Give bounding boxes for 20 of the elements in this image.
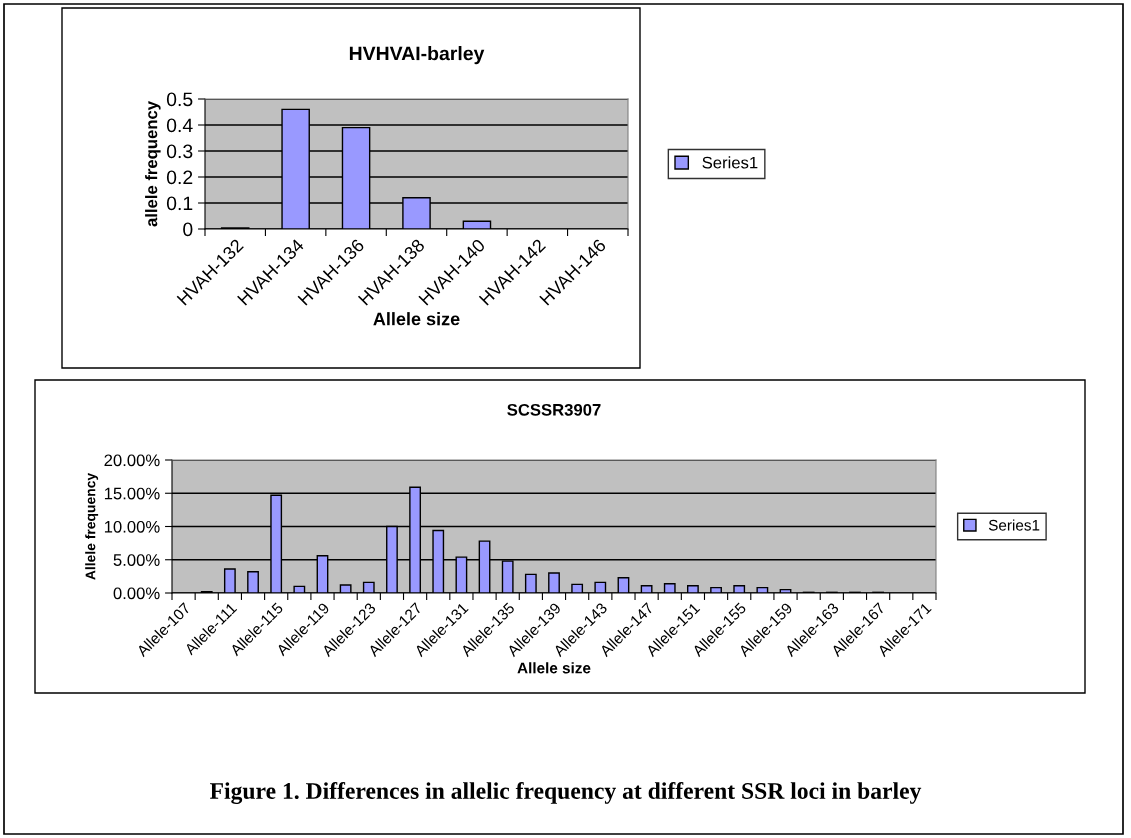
y-tick-label: 0.3 [166,144,193,159]
chart-title: SCSSR3907 [507,403,601,416]
x-axis-title: Allele size [517,662,591,674]
y-tick-label: 0.2 [166,170,193,185]
y-tick-label: 0.4 [166,118,193,133]
legend-label: Series1 [988,519,1040,531]
y-tick-label: 0.5 [166,92,193,107]
y-tick-label: 0.1 [166,196,193,211]
y-axis-title: Allele frequency [85,472,99,580]
x-axis-title: Allele size [373,312,460,326]
y-tick-label: 15.00% [104,487,160,500]
legend-label: Series1 [702,156,758,169]
y-axis-title: allele frequency [145,101,161,227]
y-tick-label: 10.00% [104,520,160,533]
y-tick-label: 0 [183,222,193,237]
caption: Figure 1. Differences in allelic frequency at different SSR loci in barley [210,782,922,804]
y-tick-label: 0.00% [113,587,160,600]
y-tick-label: 20.00% [104,454,160,467]
y-tick-label: 5.00% [113,554,160,566]
chart-title: HVHVAI-barley [349,46,485,65]
